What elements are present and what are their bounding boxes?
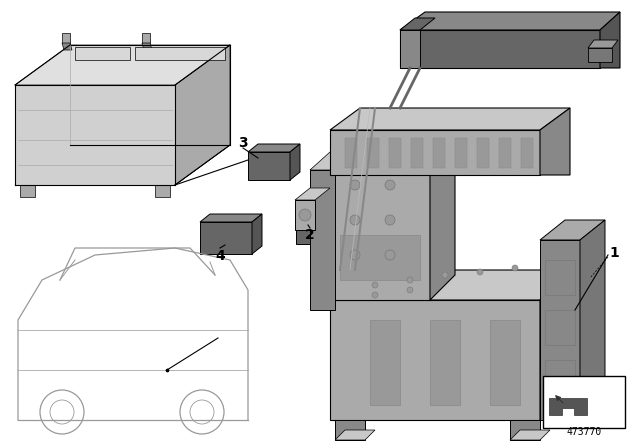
Polygon shape: [330, 130, 540, 175]
Polygon shape: [175, 45, 230, 185]
Polygon shape: [545, 260, 575, 295]
Polygon shape: [540, 108, 570, 175]
Polygon shape: [400, 18, 435, 30]
Circle shape: [512, 265, 518, 271]
Polygon shape: [62, 33, 70, 43]
Text: 4: 4: [215, 249, 225, 263]
Circle shape: [350, 250, 360, 260]
Polygon shape: [252, 214, 262, 254]
Polygon shape: [370, 320, 400, 405]
Polygon shape: [545, 360, 575, 395]
Polygon shape: [310, 152, 355, 170]
Polygon shape: [295, 188, 330, 200]
Circle shape: [385, 215, 395, 225]
Polygon shape: [330, 300, 540, 420]
Polygon shape: [330, 155, 430, 300]
Polygon shape: [389, 138, 401, 168]
Polygon shape: [248, 144, 300, 152]
Polygon shape: [330, 130, 455, 155]
Text: 1: 1: [609, 246, 619, 260]
Polygon shape: [430, 320, 460, 405]
Polygon shape: [540, 220, 605, 240]
Text: 473770: 473770: [566, 427, 602, 437]
Polygon shape: [200, 214, 262, 222]
Polygon shape: [142, 33, 150, 43]
Polygon shape: [15, 145, 230, 185]
Polygon shape: [540, 270, 570, 420]
Polygon shape: [367, 138, 379, 168]
Polygon shape: [411, 138, 423, 168]
Polygon shape: [155, 185, 170, 197]
Polygon shape: [75, 47, 130, 60]
Polygon shape: [477, 138, 489, 168]
Circle shape: [350, 180, 360, 190]
Polygon shape: [490, 320, 520, 405]
Text: 3: 3: [238, 136, 248, 150]
Polygon shape: [15, 85, 175, 185]
Polygon shape: [296, 210, 338, 218]
Circle shape: [477, 269, 483, 275]
Polygon shape: [400, 12, 620, 30]
Polygon shape: [549, 398, 587, 415]
Polygon shape: [15, 45, 230, 85]
Polygon shape: [335, 420, 365, 440]
Polygon shape: [521, 138, 533, 168]
Polygon shape: [345, 138, 357, 168]
Polygon shape: [588, 40, 618, 48]
Polygon shape: [430, 130, 455, 300]
Polygon shape: [142, 43, 152, 50]
Polygon shape: [310, 170, 335, 310]
Polygon shape: [330, 108, 570, 130]
Circle shape: [372, 282, 378, 288]
FancyBboxPatch shape: [543, 376, 625, 428]
Polygon shape: [335, 430, 375, 440]
Polygon shape: [328, 210, 338, 244]
Polygon shape: [588, 48, 612, 62]
Polygon shape: [499, 138, 511, 168]
Polygon shape: [433, 138, 445, 168]
Circle shape: [407, 277, 413, 283]
Polygon shape: [510, 420, 540, 440]
Polygon shape: [200, 222, 252, 254]
Circle shape: [372, 292, 378, 298]
Polygon shape: [290, 144, 300, 180]
Polygon shape: [545, 310, 575, 345]
Polygon shape: [400, 30, 420, 68]
Polygon shape: [248, 152, 290, 180]
Circle shape: [385, 250, 395, 260]
Circle shape: [350, 215, 360, 225]
Polygon shape: [540, 240, 580, 420]
Polygon shape: [580, 220, 605, 420]
Polygon shape: [296, 218, 328, 244]
Polygon shape: [20, 185, 35, 197]
Polygon shape: [600, 12, 620, 68]
Circle shape: [407, 287, 413, 293]
Text: 2: 2: [305, 228, 315, 242]
Circle shape: [299, 209, 311, 221]
Polygon shape: [62, 43, 72, 50]
Circle shape: [385, 180, 395, 190]
Polygon shape: [455, 138, 467, 168]
Polygon shape: [135, 47, 225, 60]
Circle shape: [442, 272, 448, 278]
Polygon shape: [400, 30, 600, 68]
Polygon shape: [295, 200, 315, 230]
Polygon shape: [330, 270, 570, 300]
Polygon shape: [340, 235, 420, 280]
Polygon shape: [510, 430, 550, 440]
